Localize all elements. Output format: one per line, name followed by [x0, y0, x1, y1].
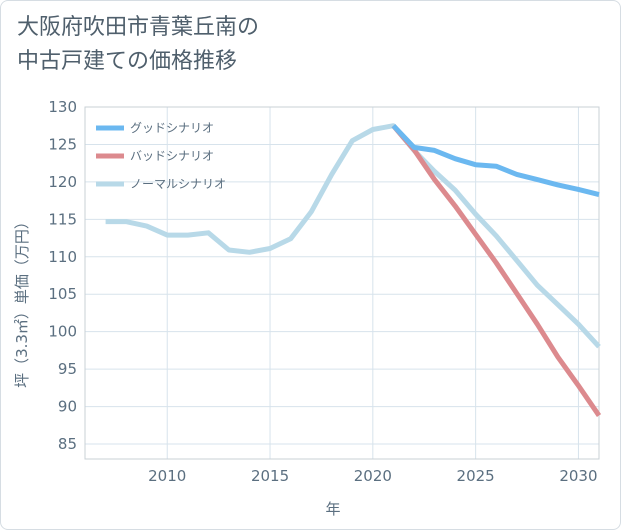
legend-label: ノーマルシナリオ [130, 177, 226, 191]
series-lines [105, 123, 602, 418]
y-tick-label: 125 [48, 135, 77, 153]
x-tick-label: 2020 [354, 467, 392, 485]
y-axis-label: 坪（3.3㎡）単価（万円） [13, 214, 31, 388]
plot-frame [84, 106, 600, 460]
x-axis-label: 年 [325, 500, 340, 518]
x-tick-label: 2025 [457, 467, 495, 485]
grid-lines [85, 106, 599, 459]
x-tick-label: 2030 [559, 467, 597, 485]
y-tick-label: 115 [48, 210, 77, 228]
axis-ticks: 85 90 95 100 105 110 115 120 125 130 2010 2015 2020 2… [48, 98, 597, 485]
legend-label: バッドシナリオ [130, 149, 214, 163]
x-tick-label: 2015 [251, 467, 289, 485]
y-tick-label: 105 [48, 285, 77, 303]
chart-title: 大阪府吹田市青葉丘南の 中古戸建ての価格推移 [17, 15, 260, 74]
y-tick-label: 90 [58, 398, 77, 416]
y-tick-label: 85 [58, 435, 77, 453]
y-tick-label: 130 [48, 98, 77, 116]
legend-label: グッドシナリオ [130, 121, 214, 135]
series-line-2 [105, 123, 601, 349]
series-line-0 [391, 123, 600, 198]
series-line-1 [391, 124, 602, 418]
y-tick-label: 120 [48, 173, 77, 191]
y-tick-label: 95 [58, 360, 77, 378]
x-tick-label: 2010 [148, 467, 186, 485]
y-tick-label: 110 [48, 248, 77, 266]
y-tick-label: 100 [48, 323, 77, 341]
